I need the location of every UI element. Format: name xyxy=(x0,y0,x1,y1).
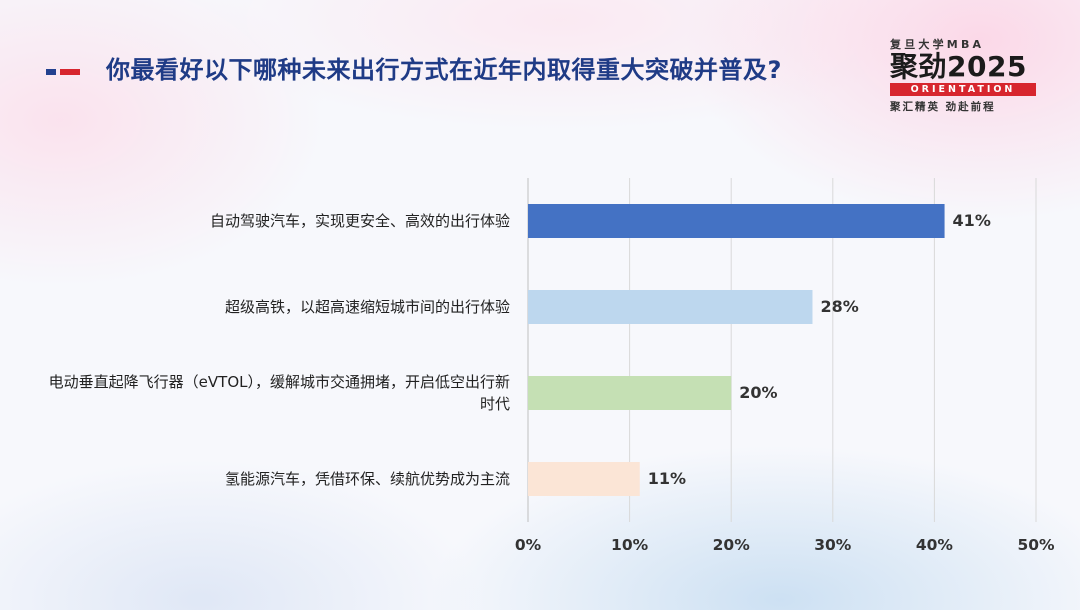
accent-red-block xyxy=(60,69,80,75)
bar-value-label: 20% xyxy=(739,383,778,402)
category-label: 超级高铁，以超高速缩短城市间的出行体验 xyxy=(224,298,510,316)
logo-line4: 聚汇精英 劲赴前程 xyxy=(890,101,996,113)
page-title: 你最看好以下哪种未来出行方式在近年内取得重大突破并普及? xyxy=(106,56,782,84)
logo-line2: 聚劲2025 xyxy=(890,50,1027,83)
title-accent-mark xyxy=(46,69,80,75)
bar-1 xyxy=(528,204,945,238)
bar-2 xyxy=(528,290,813,324)
category-label: 氢能源汽车，凭借环保、续航优势成为主流 xyxy=(224,470,510,488)
event-logo: 复旦大学MBA 聚劲2025 ORIENTATION 聚汇精英 劲赴前程 xyxy=(890,36,1036,113)
x-tick-label: 20% xyxy=(712,536,750,554)
logo-line1: 复旦大学MBA xyxy=(890,38,985,51)
bar-value-label: 11% xyxy=(647,469,687,488)
x-tick-label: 0% xyxy=(514,536,542,554)
logo-line3: ORIENTATION xyxy=(890,83,1036,96)
x-tick-label: 30% xyxy=(814,536,852,554)
category-label: 自动驾驶汽车，实现更安全、高效的出行体验 xyxy=(209,212,510,230)
x-tick-label: 10% xyxy=(611,536,649,554)
bar-4 xyxy=(528,462,640,496)
category-label: 电动垂直起降飞行器（eVTOL），缓解城市交通拥堵，开启低空出行新时代 xyxy=(48,373,510,413)
x-tick-label: 50% xyxy=(1017,536,1055,554)
accent-blue-block xyxy=(46,69,56,75)
bar-value-label: 41% xyxy=(952,211,991,230)
bar-3 xyxy=(528,376,732,410)
x-tick-label: 40% xyxy=(915,536,953,554)
bar-value-label: 28% xyxy=(820,297,859,316)
